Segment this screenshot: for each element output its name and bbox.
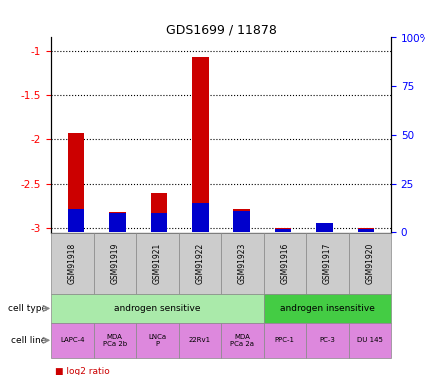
- Bar: [51, 232, 94, 294]
- Text: GSM91916: GSM91916: [280, 243, 289, 284]
- Text: androgen insensitive: androgen insensitive: [280, 304, 375, 313]
- Bar: [348, 232, 391, 294]
- Text: DU 145: DU 145: [357, 338, 382, 344]
- Bar: [136, 322, 178, 358]
- Text: MDA
PCa 2a: MDA PCa 2a: [230, 334, 254, 347]
- Bar: [51, 294, 264, 322]
- Text: GSM91922: GSM91922: [195, 243, 204, 284]
- Text: GSM91920: GSM91920: [365, 243, 374, 284]
- Text: GSM91917: GSM91917: [323, 243, 332, 284]
- Bar: [264, 232, 306, 294]
- Bar: [109, 212, 126, 232]
- Bar: [68, 209, 84, 232]
- Bar: [275, 228, 292, 232]
- Text: GSM91919: GSM91919: [110, 243, 119, 284]
- Bar: [358, 229, 374, 232]
- Text: androgen sensitive: androgen sensitive: [114, 304, 201, 313]
- Text: PC-3: PC-3: [319, 338, 335, 344]
- Bar: [136, 232, 178, 294]
- Bar: [275, 229, 292, 232]
- Text: LAPC-4: LAPC-4: [60, 338, 85, 344]
- Title: GDS1699 / 11878: GDS1699 / 11878: [166, 23, 276, 36]
- Bar: [94, 322, 136, 358]
- Text: GSM91923: GSM91923: [238, 243, 247, 284]
- Text: GSM91921: GSM91921: [153, 243, 162, 284]
- Text: cell line: cell line: [11, 336, 47, 345]
- Bar: [316, 223, 333, 232]
- Bar: [109, 213, 126, 232]
- Bar: [178, 322, 221, 358]
- Text: ■ log2 ratio: ■ log2 ratio: [55, 368, 110, 375]
- Text: 22Rv1: 22Rv1: [189, 338, 211, 344]
- Bar: [192, 57, 209, 232]
- Bar: [306, 322, 348, 358]
- Bar: [94, 232, 136, 294]
- Bar: [221, 322, 264, 358]
- Bar: [192, 203, 209, 232]
- Text: GSM91918: GSM91918: [68, 243, 77, 284]
- Bar: [150, 193, 167, 232]
- Bar: [51, 322, 94, 358]
- Text: cell type: cell type: [8, 304, 47, 313]
- Text: PPC-1: PPC-1: [275, 338, 295, 344]
- Bar: [150, 213, 167, 232]
- Bar: [178, 232, 221, 294]
- Bar: [306, 232, 348, 294]
- Bar: [316, 226, 333, 232]
- Bar: [358, 228, 374, 232]
- Text: MDA
PCa 2b: MDA PCa 2b: [103, 334, 127, 347]
- Bar: [233, 211, 250, 232]
- Bar: [221, 232, 264, 294]
- Bar: [264, 322, 306, 358]
- Bar: [68, 133, 84, 232]
- Bar: [264, 294, 391, 322]
- Bar: [233, 209, 250, 232]
- Text: LNCa
P: LNCa P: [148, 334, 166, 347]
- Bar: [348, 322, 391, 358]
